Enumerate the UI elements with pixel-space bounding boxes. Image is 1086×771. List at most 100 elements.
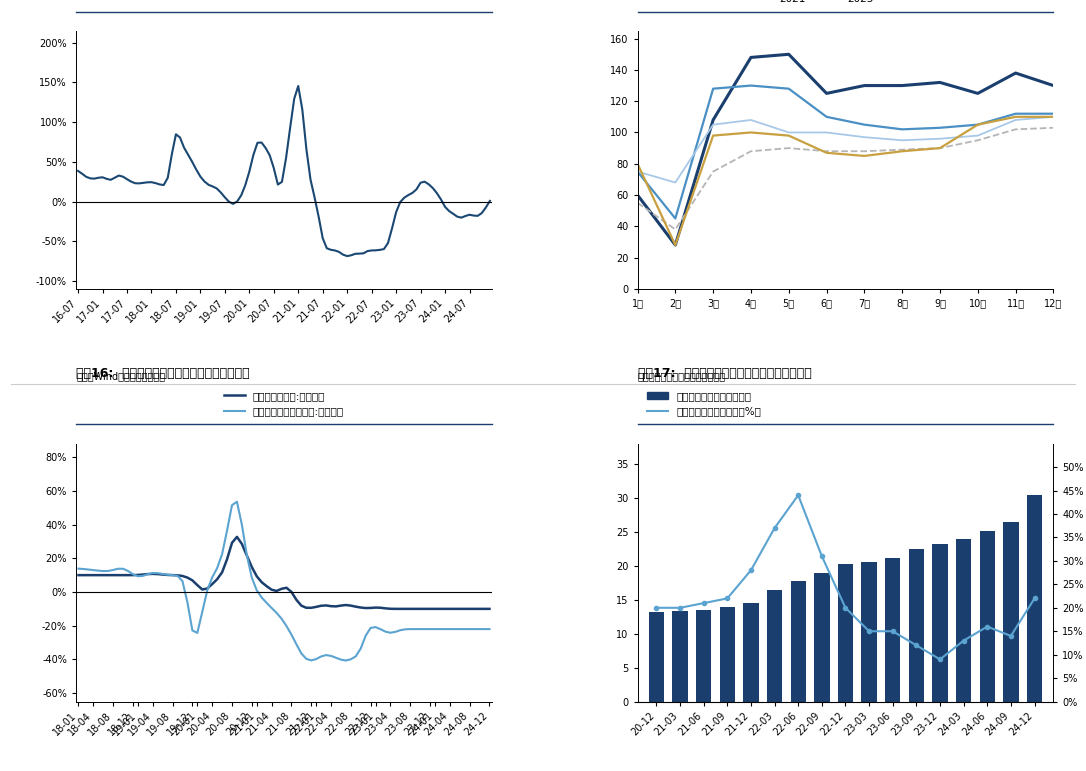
Bar (837, 564, 854, 702)
2022 (782, 128, 795, 137)
2024 (934, 143, 947, 153)
2020 (820, 89, 833, 98)
2024 (896, 146, 909, 156)
地方政府专项债务同比（%） (839, 603, 853, 612)
2020 (1047, 81, 1060, 90)
2024 (1009, 113, 1022, 122)
房地产开发投资:累计同比 (280, 583, 293, 592)
2021 (896, 125, 909, 134)
2024 (971, 120, 984, 130)
2021 (971, 120, 984, 130)
2021 (744, 81, 757, 90)
Legend: 2020, 2021, 2022, 2023, 2024: 2020, 2021, 2022, 2023, 2024 (745, 0, 946, 8)
房地产新开工施工面积:累计同比 (280, 621, 293, 631)
2023 (1009, 125, 1022, 134)
Bar (885, 557, 900, 702)
Bar (767, 590, 782, 702)
2022 (858, 133, 871, 142)
2020 (782, 49, 795, 59)
地方政府专项债务同比（%） (1005, 631, 1018, 641)
Line: 地方政府专项债务同比（%）: 地方政府专项债务同比（%） (655, 493, 1037, 662)
Text: 来源：Wind，国金证券研究所: 来源：Wind，国金证券研究所 (76, 372, 165, 382)
2024 (1047, 113, 1060, 122)
房地产开发投资:累计同比 (483, 604, 496, 614)
2021 (858, 120, 871, 130)
Bar (696, 610, 711, 702)
2023 (896, 145, 909, 154)
2023 (744, 146, 757, 156)
地方政府专项债务同比（%） (673, 603, 686, 612)
Text: 来源：小松官网，国金证券研究所: 来源：小松官网，国金证券研究所 (637, 372, 725, 382)
房地产开发投资:累计同比 (399, 604, 412, 614)
房地产新开工施工面积:累计同比 (97, 567, 110, 576)
2022 (1047, 113, 1060, 122)
房地产新开工施工面积:累计同比 (77, 564, 90, 574)
2022 (707, 120, 720, 130)
2020 (1009, 69, 1022, 78)
房地产开发投资:累计同比 (389, 604, 402, 614)
2020 (971, 89, 984, 98)
2022 (631, 167, 644, 177)
Line: 2021: 2021 (637, 86, 1053, 218)
2023 (1047, 123, 1060, 133)
Legend: 地方政府专项债务（万亿）, 地方政府专项债务同比（%）: 地方政府专项债务（万亿）, 地方政府专项债务同比（%） (643, 387, 766, 420)
地方政府专项债务同比（%） (721, 594, 734, 603)
房地产新开工施工面积:累计同比 (394, 625, 407, 635)
Bar (672, 611, 687, 702)
房地产新开工施工面积:累计同比 (339, 656, 352, 665)
2022 (896, 136, 909, 145)
2021 (707, 84, 720, 93)
2022 (934, 134, 947, 143)
2024 (782, 131, 795, 140)
房地产新开工施工面积:累计同比 (414, 625, 427, 634)
Bar (648, 612, 665, 702)
2024 (669, 241, 682, 250)
Line: 2024: 2024 (637, 117, 1053, 245)
Line: 2022: 2022 (637, 117, 1053, 183)
Bar (720, 607, 735, 702)
Line: 2020: 2020 (637, 54, 1053, 245)
Line: 房地产新开工施工面积:累计同比: 房地产新开工施工面积:累计同比 (78, 502, 490, 661)
2021 (782, 84, 795, 93)
2020 (896, 81, 909, 90)
2023 (782, 143, 795, 153)
地方政府专项债务同比（%） (649, 603, 662, 612)
房地产新开工施工面积:累计同比 (261, 598, 274, 608)
2023 (820, 146, 833, 156)
2022 (1009, 116, 1022, 125)
2020 (858, 81, 871, 90)
Line: 房地产开发投资:累计同比: 房地产开发投资:累计同比 (78, 537, 490, 609)
Text: 图表17:  我国发行的地方政府专项债余额及同比: 图表17: 我国发行的地方政府专项债余额及同比 (637, 367, 811, 380)
2021 (1009, 109, 1022, 118)
2021 (820, 113, 833, 122)
Bar (791, 581, 806, 702)
2021 (934, 123, 947, 133)
地方政府专项债务同比（%） (957, 636, 970, 645)
地方政府专项债务同比（%） (1028, 594, 1041, 603)
2022 (669, 178, 682, 187)
Bar (932, 544, 948, 702)
地方政府专项债务同比（%） (862, 627, 875, 636)
地方政府专项债务同比（%） (886, 627, 899, 636)
2024 (631, 159, 644, 168)
2020 (669, 241, 682, 250)
Bar (1003, 522, 1019, 702)
Bar (1027, 494, 1043, 702)
地方政府专项债务同比（%） (744, 566, 757, 575)
地方政府专项债务同比（%） (910, 641, 923, 650)
房地产开发投资:累计同比 (230, 532, 243, 541)
2023 (631, 198, 644, 207)
地方政府专项债务同比（%） (934, 655, 947, 664)
Bar (956, 539, 971, 702)
房地产新开工施工面积:累计同比 (72, 564, 85, 574)
2020 (934, 78, 947, 87)
2024 (820, 148, 833, 157)
Bar (980, 530, 995, 702)
房地产新开工施工面积:累计同比 (483, 625, 496, 634)
2022 (744, 116, 757, 125)
房地产开发投资:累计同比 (261, 581, 274, 591)
Bar (743, 603, 759, 702)
Text: 图表16:  我国房地产投资和新开工面积累计同比: 图表16: 我国房地产投资和新开工面积累计同比 (76, 367, 250, 380)
Legend: 房地产开发投资:累计同比, 房地产新开工施工面积:累计同比: 房地产开发投资:累计同比, 房地产新开工施工面积:累计同比 (219, 387, 349, 420)
2020 (744, 52, 757, 62)
